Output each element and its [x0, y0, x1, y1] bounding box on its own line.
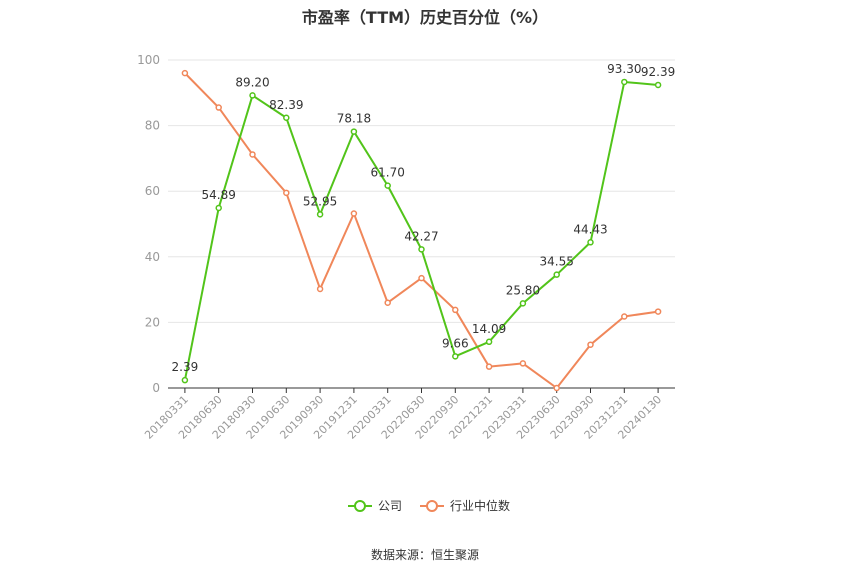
data-point	[283, 114, 290, 122]
data-point	[587, 239, 594, 246]
chart-title: 市盈率（TTM）历史百分位（%）	[301, 8, 549, 27]
data-label: 78.18	[337, 112, 371, 126]
data-point	[418, 246, 425, 253]
data-point	[283, 189, 290, 197]
data-label: 9.66	[442, 336, 469, 350]
data-label: 82.39	[269, 98, 303, 112]
series-layer	[181, 69, 662, 392]
legend-item[interactable]: 行业中位数	[420, 498, 510, 513]
axis-layer: 0204060801002018033120180630201809302019…	[137, 53, 675, 442]
y-tick-label: 20	[145, 315, 160, 329]
data-point	[621, 313, 628, 320]
data-point	[384, 182, 391, 189]
data-point	[654, 81, 662, 89]
data-point	[654, 308, 662, 315]
y-tick-label: 60	[145, 184, 160, 198]
data-point	[553, 384, 560, 392]
data-point	[485, 363, 493, 370]
source-note: 数据来源：恒生聚源	[370, 548, 479, 562]
legend-item[interactable]: 公司	[348, 499, 402, 513]
data-point	[587, 341, 594, 348]
data-label: 54.89	[202, 188, 236, 202]
data-label: 2.39	[172, 360, 199, 374]
data-label: 14.09	[472, 322, 506, 336]
data-point	[553, 271, 560, 278]
data-label: 25.80	[506, 283, 540, 297]
data-point	[519, 300, 527, 307]
data-label: 52.95	[303, 194, 337, 208]
data-point	[181, 376, 189, 384]
legend[interactable]: 公司 行业中位数	[348, 498, 510, 513]
data-point	[621, 78, 628, 86]
data-label: 93.30	[607, 62, 641, 76]
data-point	[418, 274, 425, 282]
data-point	[384, 299, 391, 306]
data-label: 34.55	[540, 255, 574, 269]
data-point	[249, 151, 256, 158]
data-point	[181, 69, 189, 77]
data-point	[350, 210, 358, 217]
legend-label: 行业中位数	[450, 498, 510, 513]
data-point	[215, 204, 222, 212]
legend-swatch-marker	[354, 500, 366, 512]
data-point	[215, 104, 222, 111]
grid-layer	[168, 59, 675, 323]
data-point	[350, 128, 358, 135]
data-point	[316, 285, 324, 293]
y-tick-label: 100	[137, 53, 160, 67]
legend-label: 公司	[378, 499, 402, 513]
data-point	[452, 306, 459, 314]
y-tick-label: 80	[145, 119, 160, 133]
data-label: 92.39	[641, 65, 675, 79]
y-tick-label: 0	[152, 381, 160, 395]
data-point	[316, 211, 324, 218]
data-label: 61.70	[371, 166, 405, 180]
data-point	[452, 353, 459, 360]
legend-swatch-marker	[426, 500, 438, 512]
data-point	[249, 92, 256, 99]
data-label: 42.27	[404, 229, 438, 243]
data-label: 44.43	[573, 222, 607, 236]
data-point	[519, 360, 527, 367]
y-tick-label: 40	[145, 250, 160, 264]
data-point	[485, 338, 493, 346]
data-label: 89.20	[235, 75, 269, 89]
